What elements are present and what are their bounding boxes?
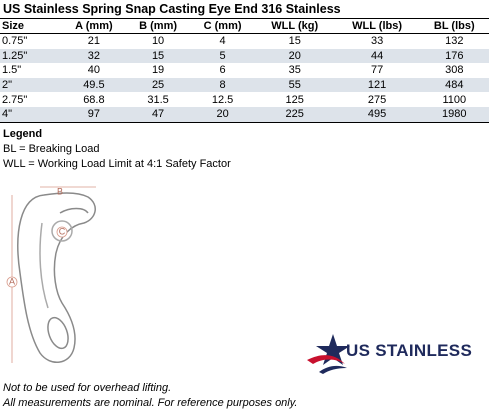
table-cell: 6 — [219, 64, 226, 77]
table-cell: 25 — [125, 77, 191, 93]
table-cell: 21 — [87, 35, 101, 48]
table-cell: 68.8 — [83, 93, 105, 106]
table-row: 2" 49.5 25 8 55 121 484 — [0, 77, 489, 93]
table-cell: 176 — [419, 48, 489, 64]
table-cell: 1980 — [419, 106, 489, 123]
table-cell: 15 — [125, 48, 191, 64]
table-cell: 55 — [254, 77, 335, 93]
diagram-label: C — [59, 226, 66, 236]
hook-eye-hole — [47, 316, 69, 350]
table-cell: 20 — [254, 48, 335, 64]
table-cell: 275 — [367, 93, 387, 106]
table-cell: 132 — [445, 35, 464, 48]
label-circle — [56, 226, 68, 238]
header-cell: WLL (kg) — [254, 18, 335, 34]
header-cell: A (mm) — [62, 18, 126, 34]
hook-outline — [17, 192, 96, 363]
note: All measurements are nominal. For refere… — [3, 397, 298, 409]
legend-item: BL = Breaking Load — [3, 143, 100, 155]
table-cell: 1.25" — [0, 48, 62, 64]
table-cell: 4 — [219, 35, 226, 48]
table-cell: 33 — [370, 35, 384, 48]
table-cell: 5 — [190, 48, 255, 64]
label-circle — [6, 276, 18, 288]
hook-gate — [39, 222, 49, 309]
table-cell: 10 — [151, 35, 165, 48]
table-cell: 125 — [285, 93, 304, 106]
table-cell: 31.5 — [147, 93, 169, 106]
table-cell: 15 — [288, 35, 301, 48]
diagram-label: B — [57, 186, 63, 196]
legend: Legend BL = Breaking Load WLL = Working … — [3, 127, 231, 172]
legend-title: Legend — [3, 128, 43, 140]
table-cell: 77 — [370, 64, 384, 77]
table-cell: 484 — [419, 77, 489, 93]
table-cell: 19 — [151, 64, 165, 77]
table-cell: 40 — [87, 64, 101, 77]
table-cell: 35 — [288, 64, 301, 77]
table-cell: 4" — [0, 106, 62, 123]
header-cell: BL (lbs) — [419, 18, 489, 34]
header-cell: Size — [0, 18, 62, 34]
table-row: 0.75" 21 10 4 15 33 132 — [0, 34, 489, 49]
table-cell: 1100 — [442, 93, 467, 106]
table-cell: 32 — [62, 48, 126, 64]
notes: Not to be used for overhead lifting. All… — [3, 381, 298, 411]
table-cell: 225 — [254, 106, 335, 123]
table-row: 1.5" 40 19 6 35 77 308 — [0, 63, 489, 78]
logo-swoosh — [319, 365, 347, 374]
logo-swoosh — [307, 355, 345, 364]
hook-c-circle — [51, 220, 73, 242]
header-cell: WLL (lbs) — [334, 18, 420, 34]
table-cell: 97 — [62, 106, 126, 123]
header-cell: C (mm) — [190, 18, 255, 34]
header-row: Size A (mm) B (mm) C (mm) WLL (kg) WLL (lbs) B… — [0, 18, 489, 34]
legend-item: WLL = Working Load Limit at 4:1 Safety F… — [3, 158, 231, 170]
note: Not to be used for overhead lifting. — [3, 382, 172, 394]
table-cell: 121 — [334, 77, 420, 93]
table-cell: 12.5 — [211, 93, 234, 106]
title: US Stainless Spring Snap Casting Eye End… — [3, 2, 341, 16]
hook-diagram: A B C — [6, 186, 96, 363]
table-row: 2.75" 68.8 31.5 12.5 125 275 1100 — [0, 92, 489, 107]
spec-table: Size A (mm) B (mm) C (mm) WLL (kg) WLL (lbs) B… — [0, 18, 489, 123]
header-cell: B (mm) — [125, 18, 191, 34]
logo-star — [316, 334, 350, 365]
table-cell: 49.5 — [62, 77, 126, 93]
table-cell: 2.75" — [2, 93, 28, 106]
table-cell: 2" — [0, 77, 62, 93]
table-cell: 495 — [334, 106, 420, 123]
table-row: 4" 97 47 20 225 495 1980 — [0, 106, 489, 123]
table-body: 0.75" 21 10 4 15 33 132 1.25" 32 15 5 20 44 176 1.5" 40… — [0, 34, 489, 123]
table-cell: 20 — [190, 106, 255, 123]
table-cell: 8 — [190, 77, 255, 93]
table-row: 1.25" 32 15 5 20 44 176 — [0, 48, 489, 64]
table-cell: 0.75" — [2, 35, 28, 48]
hook-eye — [59, 207, 89, 214]
table-cell: 44 — [334, 48, 420, 64]
table-cell: 1.5" — [2, 64, 22, 77]
logo-text: US STAINLESS — [346, 341, 473, 360]
table-cell: 47 — [125, 106, 191, 123]
diagram-label: A — [9, 276, 15, 286]
table-cell: 308 — [445, 64, 464, 77]
logo-mark — [307, 334, 350, 374]
